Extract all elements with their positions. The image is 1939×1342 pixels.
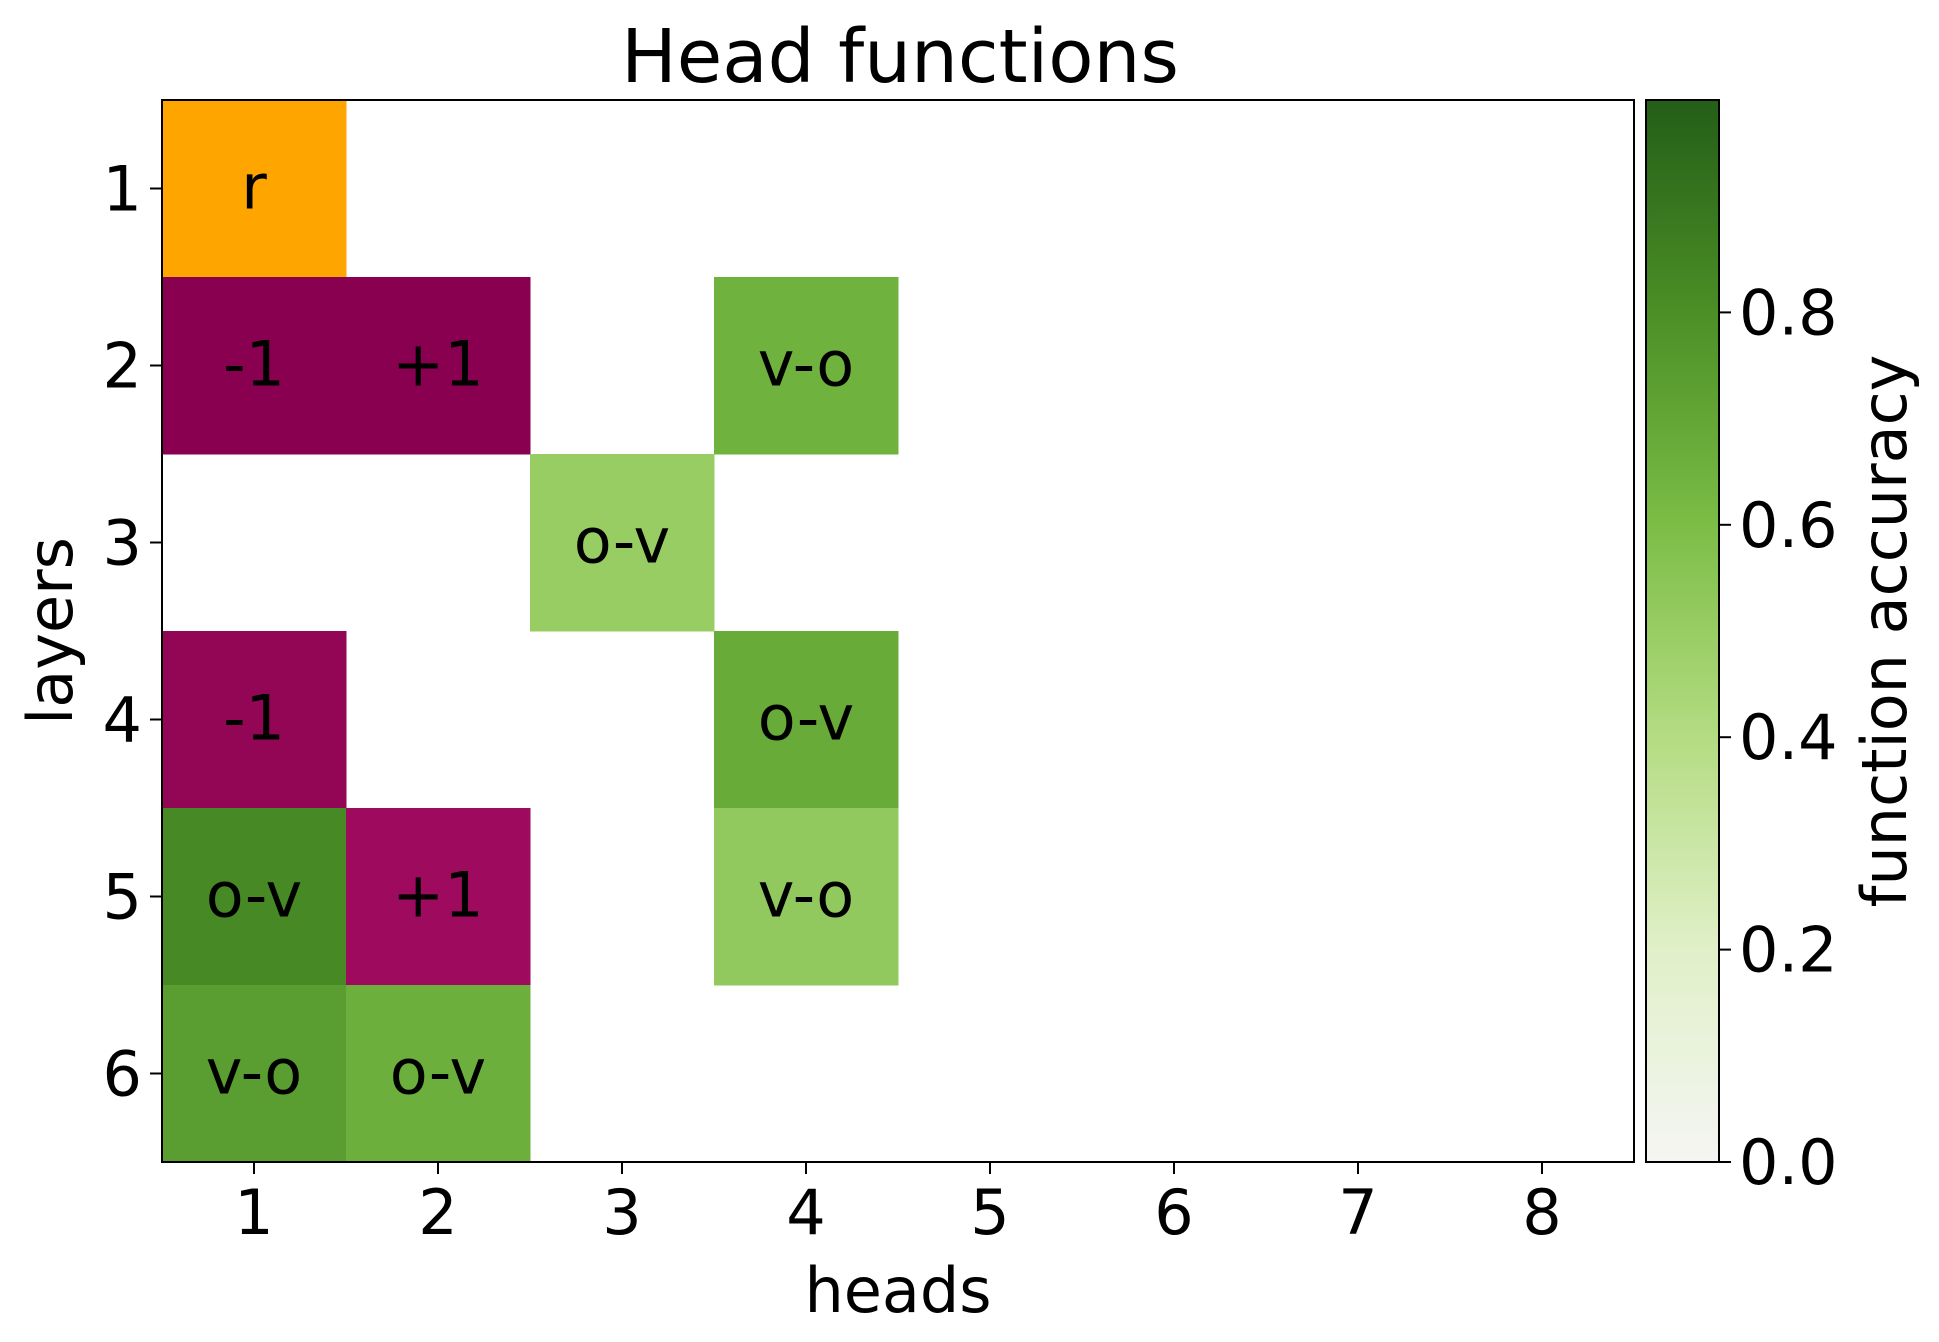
cell-label: -1 xyxy=(223,682,285,755)
cell-label: -1 xyxy=(223,328,285,401)
cell-label: v-o xyxy=(758,328,854,401)
y-axis-label: layers xyxy=(14,537,87,725)
cell-label: v-o xyxy=(758,859,854,932)
heatmap-cell xyxy=(530,454,715,632)
cell-label: o-v xyxy=(390,1036,486,1109)
x-tick-label: 4 xyxy=(786,1176,825,1249)
x-tick-label: 2 xyxy=(418,1176,457,1249)
heatmap-cell xyxy=(162,277,347,455)
colorbar-gradient xyxy=(1646,100,1719,1162)
cell-label: +1 xyxy=(392,859,483,932)
x-tick-label: 7 xyxy=(1338,1176,1377,1249)
heatmap-cell xyxy=(346,808,531,986)
y-tick-label: 3 xyxy=(103,507,142,580)
cell-label: v-o xyxy=(206,1036,302,1109)
cell-labels: r -1 +1 v-o o-v -1 o-v o-v +1 v-o v-o o-v xyxy=(206,151,854,1109)
chart-title: Head functions xyxy=(621,14,1179,100)
y-axis-ticks: 1 2 3 4 5 6 xyxy=(103,153,162,1111)
colorbar-label: function accuracy xyxy=(1848,355,1921,908)
heatmap-cell xyxy=(714,808,899,986)
colorbar-frame xyxy=(1645,99,1720,1163)
colorbar-ticks: 0.0 0.2 0.4 0.6 0.8 xyxy=(1719,276,1838,1199)
heatmap-cell xyxy=(346,277,531,455)
y-tick-label: 6 xyxy=(103,1038,142,1111)
heatmap-cell xyxy=(714,277,899,455)
colorbar-tick-label: 0.0 xyxy=(1739,1126,1838,1199)
x-axis-ticks: 1 2 3 4 5 6 7 8 xyxy=(234,1162,1562,1249)
y-tick-label: 1 xyxy=(103,153,142,226)
y-tick-label: 4 xyxy=(103,684,142,757)
cell-label: r xyxy=(241,151,267,224)
x-tick-label: 8 xyxy=(1522,1176,1561,1249)
x-tick-label: 5 xyxy=(970,1176,1009,1249)
heatmap-cell xyxy=(162,808,347,986)
cell-label: o-v xyxy=(206,859,302,932)
heatmap-cell xyxy=(162,631,347,809)
heatmap-cell xyxy=(346,985,531,1163)
cell-label: o-v xyxy=(574,505,670,578)
cell-label: +1 xyxy=(392,328,483,401)
heatmap-cell xyxy=(162,100,347,278)
colorbar-tick-label: 0.2 xyxy=(1739,914,1838,987)
x-tick-label: 1 xyxy=(234,1176,273,1249)
colorbar-tick-label: 0.6 xyxy=(1739,489,1838,562)
heatmap-cell xyxy=(714,631,899,809)
y-tick-label: 2 xyxy=(103,330,142,403)
x-axis-label: heads xyxy=(804,1254,991,1327)
heatmap-cell xyxy=(162,985,347,1163)
x-tick-label: 6 xyxy=(1154,1176,1193,1249)
plot-frame xyxy=(161,99,1635,1163)
y-tick-label: 5 xyxy=(103,861,142,934)
colorbar-tick-label: 0.4 xyxy=(1739,701,1838,774)
x-tick-label: 3 xyxy=(602,1176,641,1249)
heatmap-cells xyxy=(162,100,899,1163)
plot-area: r -1 +1 v-o o-v -1 o-v o-v +1 v-o v-o o-v xyxy=(161,99,1635,1163)
cell-label: o-v xyxy=(758,682,854,755)
colorbar-tick-label: 0.8 xyxy=(1739,276,1838,349)
colorbar: 0.0 0.2 0.4 0.6 0.8 xyxy=(1645,99,1838,1199)
